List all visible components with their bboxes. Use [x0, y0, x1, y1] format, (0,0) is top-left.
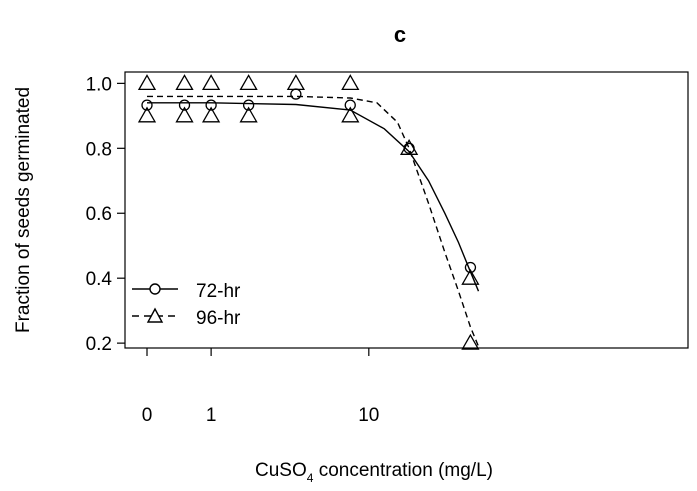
data-point-72-hr — [464, 261, 477, 274]
x-axis: 0 1 10 — [142, 348, 379, 426]
data-point-96-hr — [239, 106, 258, 123]
x-axis-label: CuSO4 concentration (mg/L) — [255, 460, 493, 485]
y-tick-label: 0.2 — [86, 334, 112, 355]
data-point-96-hr — [137, 74, 157, 91]
x-axis-label-subscript: 4 — [307, 471, 314, 485]
data-point-96-hr — [399, 138, 419, 155]
x-tick-label: 0 — [142, 405, 153, 426]
x-axis-label-suffix: concentration (mg/L) — [313, 460, 493, 481]
legend-marker-72hr — [149, 283, 161, 295]
y-tick-label: 1.0 — [86, 74, 112, 95]
data-point-72-hr — [290, 88, 302, 100]
data-point-72-hr — [344, 99, 356, 111]
legend-marker-96hr — [146, 307, 164, 323]
data-points — [137, 74, 480, 350]
y-axis-label: Fraction of seeds germinated — [13, 87, 34, 333]
data-point-96-hr — [461, 268, 480, 285]
legend-label-96hr: 96-hr — [196, 308, 241, 329]
data-point-72-hr — [205, 99, 217, 111]
legend: 72-hr 96-hr — [132, 281, 241, 329]
y-tick-label: 0.8 — [86, 139, 112, 160]
data-point-96-hr — [201, 106, 221, 123]
data-point-96-hr — [239, 74, 258, 91]
data-point-96-hr — [175, 106, 194, 123]
data-point-96-hr — [341, 74, 360, 91]
chart-title: c — [394, 22, 406, 47]
fit-curve-72-hr — [147, 102, 480, 292]
x-tick-label: 10 — [358, 405, 379, 426]
data-point-96-hr — [137, 106, 157, 123]
data-point-72-hr — [242, 99, 255, 111]
y-tick-label: 0.6 — [86, 204, 112, 225]
fit-curves — [147, 95, 480, 347]
data-point-96-hr — [175, 74, 194, 91]
fit-curve-96-hr — [147, 95, 480, 347]
y-axis: 0.2 0.4 0.6 0.8 1.0 — [86, 74, 125, 355]
plot-frame — [124, 71, 689, 349]
legend-label-72hr: 72-hr — [196, 281, 241, 302]
data-point-72-hr — [178, 99, 191, 111]
x-tick-label: 1 — [206, 405, 217, 426]
data-point-96-hr — [461, 333, 480, 350]
data-point-96-hr — [201, 74, 221, 91]
x-axis-label-prefix: CuSO — [255, 460, 307, 481]
data-point-72-hr — [141, 99, 153, 111]
data-point-96-hr — [286, 74, 306, 91]
data-point-96-hr — [341, 106, 360, 123]
y-tick-label: 0.4 — [86, 269, 113, 290]
